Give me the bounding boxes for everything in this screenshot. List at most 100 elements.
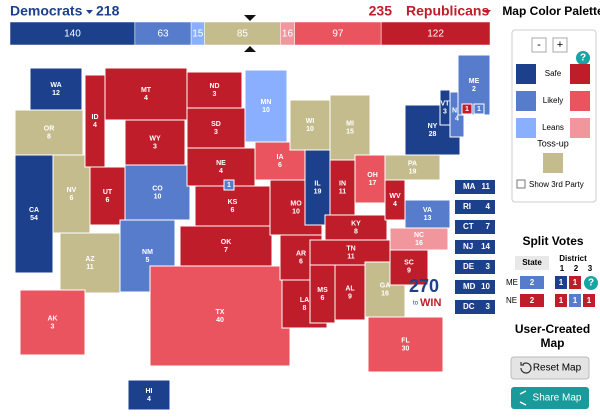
share-button[interactable]: [511, 387, 589, 409]
state-votes: 4: [455, 115, 459, 122]
reset-button[interactable]: [510, 356, 590, 380]
state-abbr: LA: [300, 297, 309, 304]
district-votes: 1: [477, 106, 481, 113]
state-votes: 7: [224, 247, 228, 254]
state[interactable]: [59, 232, 121, 294]
swatch[interactable]: [570, 64, 590, 84]
rep-total: 235: [369, 3, 393, 19]
state[interactable]: [329, 94, 371, 161]
swatch[interactable]: [516, 118, 536, 138]
state-abbr: NH: [452, 107, 462, 114]
split-cell[interactable]: [569, 294, 581, 307]
split-cell[interactable]: [520, 276, 544, 289]
state-abbr: NC: [414, 232, 424, 239]
district-box[interactable]: [461, 103, 473, 115]
split-value: 2: [530, 296, 535, 305]
split-cell[interactable]: [555, 276, 567, 289]
state-abbr: AK: [47, 315, 57, 322]
split-cell[interactable]: [583, 294, 595, 307]
swatch[interactable]: [570, 91, 590, 111]
side-state[interactable]: [455, 280, 495, 294]
state[interactable]: [104, 67, 188, 121]
split-help[interactable]: [584, 276, 598, 290]
state-abbr: WV: [389, 193, 401, 200]
state-abbr: NM: [142, 249, 153, 256]
state[interactable]: [127, 379, 171, 411]
state[interactable]: [186, 107, 246, 149]
swatch[interactable]: [516, 91, 536, 111]
side-abbr: RI: [463, 202, 471, 211]
swatch[interactable]: [516, 64, 536, 84]
district-box[interactable]: [223, 179, 235, 191]
state[interactable]: [179, 225, 273, 267]
checkbox[interactable]: [516, 179, 526, 189]
state[interactable]: [389, 247, 429, 286]
state-abbr: NV: [67, 187, 77, 194]
swatch[interactable]: [570, 118, 590, 138]
tossup-swatch[interactable]: [543, 153, 563, 173]
state-votes: 3: [214, 129, 218, 136]
side-state[interactable]: [455, 240, 495, 254]
reset-icon: [520, 362, 532, 374]
state-votes: 2: [472, 86, 476, 93]
split-value: 1: [587, 296, 592, 305]
side-state[interactable]: [455, 300, 495, 314]
split-state: NE: [506, 296, 517, 305]
rep-label[interactable]: Republicans: [406, 3, 489, 19]
side-state[interactable]: [455, 220, 495, 234]
state[interactable]: [384, 154, 441, 181]
state[interactable]: [404, 199, 451, 229]
state[interactable]: [367, 316, 444, 373]
state[interactable]: [124, 164, 191, 221]
segment-label: 85: [237, 29, 249, 40]
state[interactable]: [149, 265, 291, 367]
split-cell[interactable]: [555, 294, 567, 307]
minus-button[interactable]: [531, 37, 547, 53]
state-abbr: UT: [103, 189, 113, 196]
split-cell[interactable]: [569, 276, 581, 289]
state[interactable]: [324, 214, 388, 241]
dem-label[interactable]: Democrats: [10, 3, 83, 19]
third-party-label: Show 3rd Party: [529, 180, 584, 189]
state-abbr: ID: [92, 114, 99, 121]
state[interactable]: [334, 264, 366, 321]
palette-row-label: Likely: [543, 96, 563, 105]
state[interactable]: [354, 154, 391, 204]
state-abbr: WI: [306, 118, 315, 125]
state-abbr: KY: [351, 220, 361, 227]
state[interactable]: [309, 264, 336, 324]
caret: [484, 10, 491, 14]
state[interactable]: [124, 119, 186, 166]
plus-button[interactable]: [552, 37, 568, 53]
state[interactable]: [329, 159, 356, 216]
state-votes: 15: [346, 128, 354, 135]
state-abbr: OH: [367, 172, 378, 179]
state[interactable]: [14, 154, 54, 274]
side-state[interactable]: [455, 260, 495, 274]
state-votes: 3: [443, 108, 447, 115]
tossup-label: Toss-up: [537, 138, 569, 148]
split-cell[interactable]: [520, 294, 544, 307]
district-box[interactable]: [473, 103, 485, 115]
state-abbr: VA: [423, 207, 432, 214]
state[interactable]: [194, 185, 271, 227]
side-abbr: DE: [463, 262, 475, 271]
state-votes: 6: [321, 295, 325, 302]
state[interactable]: [244, 69, 288, 143]
state-abbr: SC: [404, 259, 414, 266]
dem-total: 218: [96, 3, 120, 19]
state[interactable]: [186, 71, 243, 109]
district-number: 2: [574, 264, 579, 273]
state[interactable]: [29, 67, 83, 111]
state-votes: 6: [231, 207, 235, 214]
state[interactable]: [19, 289, 86, 356]
split-value: 1: [559, 296, 564, 305]
state-abbr: WY: [149, 135, 161, 142]
state[interactable]: [52, 154, 91, 234]
side-state[interactable]: [455, 180, 495, 194]
state-abbr: MO: [290, 200, 302, 207]
state-votes: 4: [144, 95, 148, 102]
help-button[interactable]: [576, 51, 590, 65]
side-state[interactable]: [455, 200, 495, 214]
